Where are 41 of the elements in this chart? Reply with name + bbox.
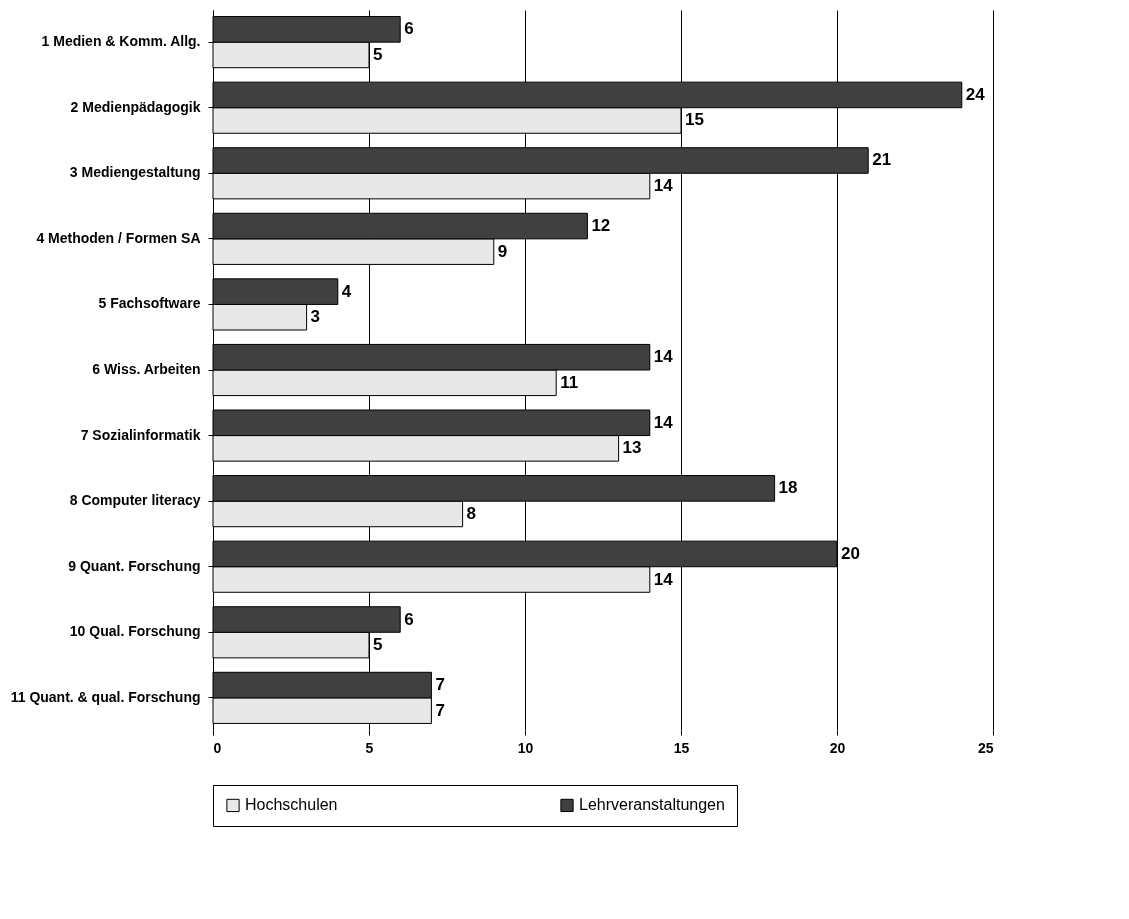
y-tick-label: 3 Mediengestaltung <box>69 164 201 181</box>
data-label: 21 <box>872 150 892 170</box>
data-label: 3 <box>310 307 321 327</box>
x-tick-label: 25 <box>977 739 994 756</box>
y-tick-label: 11 Quant. & qual. Forschung <box>10 688 201 705</box>
x-tick-label: 10 <box>517 739 534 756</box>
data-label: 14 <box>653 176 674 196</box>
y-tick-label: 7 Sozialinformatik <box>80 426 201 443</box>
data-label: 5 <box>373 635 383 655</box>
data-label: 14 <box>653 412 674 432</box>
y-tick-label: 1 Medien & Komm. Allg. <box>41 33 201 50</box>
data-label: 6 <box>404 19 414 39</box>
y-tick-label: 6 Wiss. Arbeiten <box>92 361 201 377</box>
y-tick-label: 9 Quant. Forschung <box>68 557 201 574</box>
y-tick-label: 10 Qual. Forschung <box>69 623 201 640</box>
data-label: 13 <box>622 438 642 458</box>
data-label: 24 <box>965 84 986 104</box>
x-tick-label: 20 <box>829 739 846 756</box>
data-label: 20 <box>841 543 860 563</box>
data-label: 8 <box>466 503 477 523</box>
data-label: 14 <box>653 347 674 367</box>
data-label: 6 <box>404 609 414 629</box>
legend-label: Hochschulen <box>245 796 338 814</box>
data-label: 14 <box>653 569 674 589</box>
legend-label: Lehrveranstaltungen <box>579 796 725 814</box>
y-tick-label: 5 Fachsoftware <box>98 295 201 312</box>
y-tick-label: 8 Computer literacy <box>69 492 201 509</box>
data-label: 5 <box>373 44 383 64</box>
data-label: 11 <box>560 372 579 392</box>
data-label: 7 <box>435 700 445 720</box>
x-tick-label: 0 <box>213 739 222 756</box>
y-tick-label: 4 Methoden / Formen SA <box>36 229 201 246</box>
data-label: 4 <box>341 281 352 301</box>
data-label: 15 <box>685 110 704 130</box>
data-label: 7 <box>435 675 445 695</box>
x-tick-label: 15 <box>673 739 690 756</box>
data-label: 9 <box>497 241 508 261</box>
x-tick-label: 5 <box>365 739 374 756</box>
data-label: 12 <box>591 216 611 236</box>
y-tick-label: 2 Medienpädagogik <box>70 98 201 115</box>
data-label: 18 <box>778 478 798 498</box>
